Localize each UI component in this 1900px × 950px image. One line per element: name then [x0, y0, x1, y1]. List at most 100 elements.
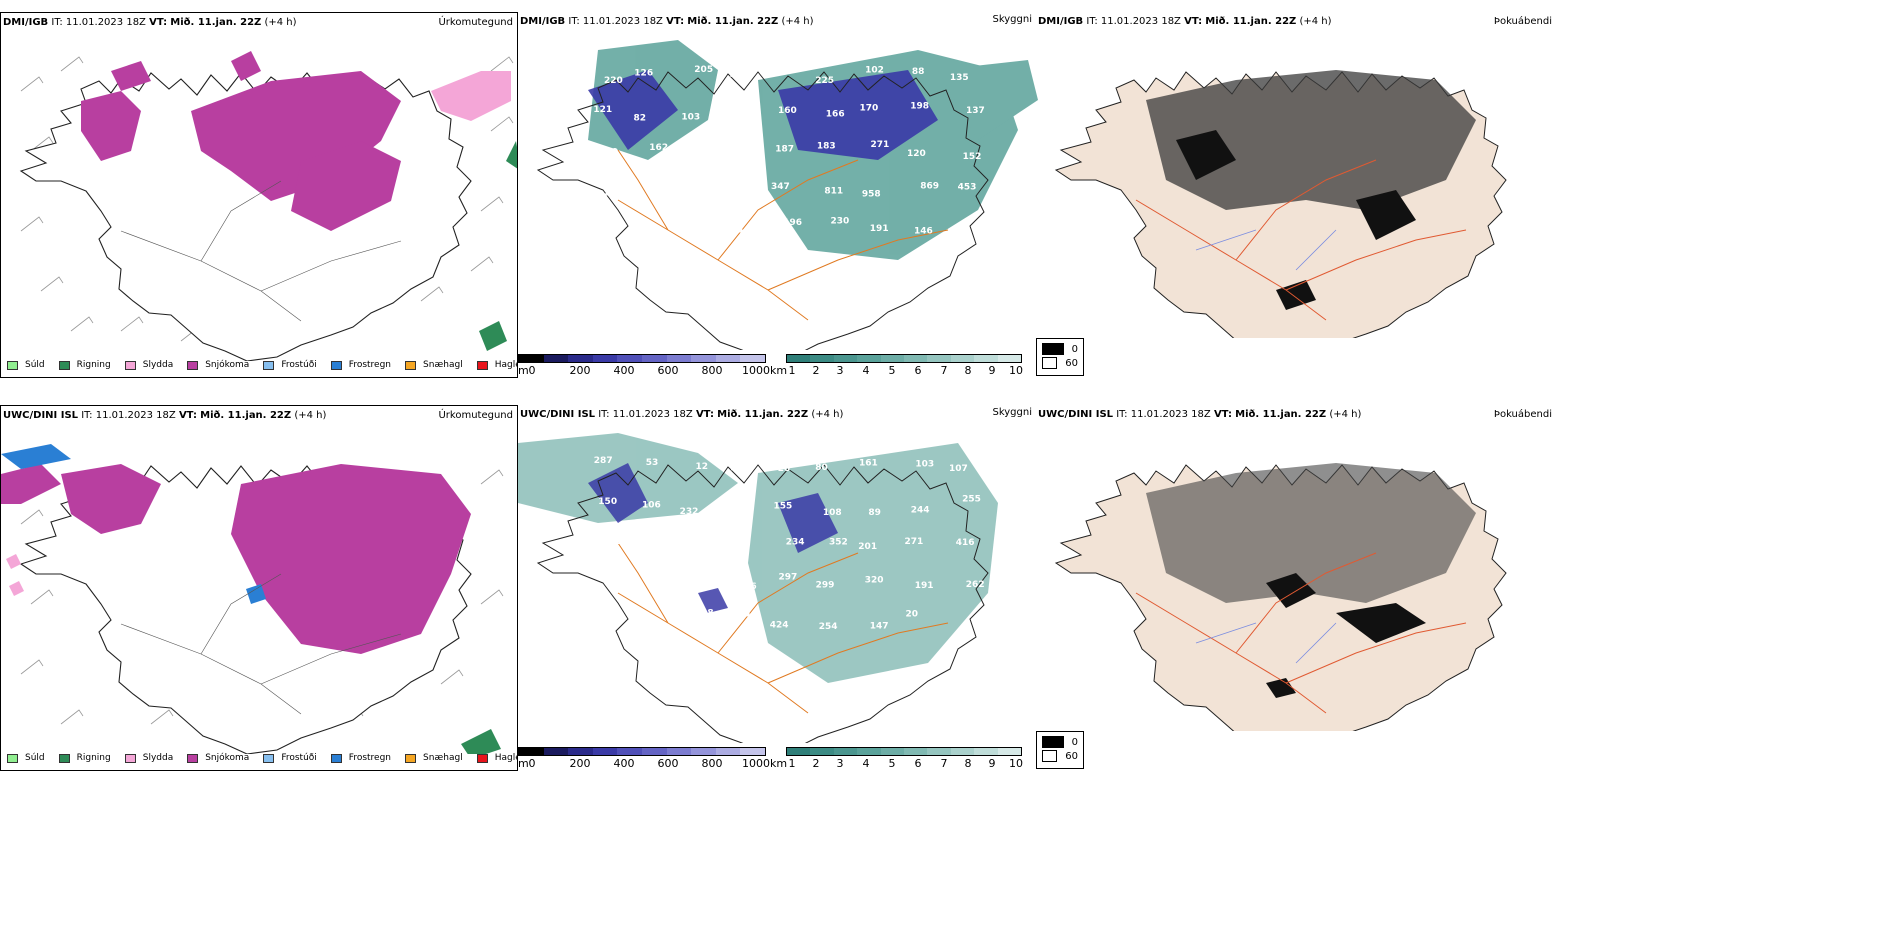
- visibility-value: 209: [599, 147, 618, 157]
- visibility-value: 222: [688, 221, 707, 231]
- visibility-value: 103: [681, 113, 700, 123]
- it-value: 11.01.2023 18Z: [582, 16, 663, 27]
- visibility-value: 198: [910, 102, 929, 112]
- it-label: IT:: [1116, 409, 1128, 420]
- visibility-value: 82: [634, 113, 647, 123]
- visibility-value: 175: [724, 225, 743, 235]
- visibility-value: 80: [815, 463, 828, 473]
- visibility-value: 180: [951, 226, 970, 236]
- vt-value: Mið. 11.jan. 22Z: [170, 17, 262, 28]
- swatch: [263, 753, 275, 763]
- visibility-value: 53: [646, 458, 659, 468]
- visibility-tick: 9: [988, 757, 996, 770]
- it-label: IT:: [598, 409, 610, 420]
- visibility-value: 147: [870, 622, 889, 632]
- visibility-unit: km: [770, 757, 788, 770]
- elevation-colorbar: m 0 200 400 600 800 1000: [518, 354, 770, 378]
- visibility-value: 230: [831, 217, 850, 227]
- visibility-tick: 9: [988, 364, 996, 377]
- road-network: [1135, 159, 1467, 321]
- legend-item-frostudi: Frostúði: [263, 360, 317, 370]
- visibility-value: 122: [731, 104, 750, 114]
- swatch: [405, 360, 417, 370]
- visibility-value: 170: [860, 103, 879, 113]
- visibility-value: 20: [906, 610, 919, 620]
- elevation-tick: 200: [569, 757, 591, 770]
- visibility-value: 166: [826, 109, 845, 119]
- visibility-value: 197: [779, 66, 798, 76]
- swatch: [1042, 750, 1058, 762]
- panel-title: Úrkomutegund: [438, 17, 513, 28]
- visibility-colorbar-cells: [786, 747, 1022, 756]
- legend-item-snaehagl: Snæhagl: [405, 360, 463, 370]
- rain-areas: [461, 729, 501, 754]
- fog-legend-top: 0 60: [1036, 338, 1084, 376]
- visibility-value: 221: [685, 145, 704, 155]
- visibility-values: 287 53 12 35 28 80 161 103 107 150 106 232 191 155 108…: [594, 456, 985, 632]
- visibility-value: 191: [915, 581, 934, 591]
- vt-label: VT:: [149, 17, 168, 28]
- legend-item-haglel: Haglél: [476, 753, 517, 763]
- swatch: [330, 753, 342, 763]
- visibility-value: 206: [604, 188, 623, 198]
- elevation-tick: 600: [657, 757, 679, 770]
- elevation-tick: 600: [657, 364, 679, 377]
- visibility-tick: 4: [862, 757, 870, 770]
- visibility-values: 220 126 205 39 197 225 102 88 135 121 82 103 122 160 1…: [589, 65, 985, 238]
- fog-map: [1055, 463, 1507, 731]
- visibility-tick: 2: [812, 364, 820, 377]
- visibility-value: 347: [603, 613, 622, 623]
- visibility-value: 196: [783, 218, 802, 228]
- swatch: [263, 360, 275, 370]
- visibility-value: 137: [966, 106, 985, 116]
- visibility-tick: 4: [862, 364, 870, 377]
- visibility-value: 256: [738, 582, 757, 592]
- visibility-value: 354: [728, 181, 747, 191]
- legend-item-haglel: Haglél: [476, 360, 517, 370]
- visibility-value: 107: [949, 464, 968, 474]
- visibility-value: 106: [642, 500, 661, 510]
- visibility-value: 869: [920, 181, 939, 191]
- visibility-value: 191: [870, 224, 889, 234]
- swatch: [58, 360, 70, 370]
- visibility-value: 35: [731, 464, 744, 474]
- snow-areas: [1, 464, 471, 654]
- visibility-value: 103: [915, 459, 934, 469]
- legend-item-slydda: Slydda: [124, 753, 173, 763]
- road-network: [617, 149, 949, 321]
- legend-item-frostregn: Frostregn: [330, 753, 391, 763]
- elevation-tick: 800: [701, 364, 723, 377]
- legend-item-frostudi: Frostúði: [263, 753, 317, 763]
- panel-header: UWC/DINI ISL IT: 11.01.2023 18Z VT: Mið.…: [520, 409, 843, 420]
- it-value: 11.01.2023 18Z: [95, 410, 176, 421]
- vt-value: Mið. 11.jan. 22Z: [717, 409, 809, 420]
- visibility-value: 271: [871, 140, 890, 150]
- lead-time: (+4 h): [1299, 16, 1332, 27]
- low-visibility-areas: [518, 433, 998, 683]
- visibility-tick: 6: [914, 364, 922, 377]
- model-name: UWC/DINI ISL: [3, 410, 79, 421]
- vt-label: VT:: [666, 16, 685, 27]
- fog-legend-bottom: 0 60: [1036, 731, 1084, 769]
- lead-time: (+4 h): [264, 17, 297, 28]
- visibility-value: 837: [640, 621, 659, 631]
- panel-header: UWC/DINI ISL IT: 11.01.2023 18Z VT: Mið.…: [1038, 409, 1361, 420]
- elevation-tick: 800: [701, 757, 723, 770]
- visibility-tick: 10: [1009, 364, 1023, 377]
- visibility-colorbar: km 1 2 3 4 5 6 7 8 9 10: [770, 747, 1026, 771]
- visibility-value: 249: [680, 538, 699, 548]
- fog-very-dense-areas: [1176, 130, 1416, 310]
- visibility-panel-bottom: UWC/DINI ISL IT: 11.01.2023 18Z VT: Mið.…: [518, 405, 1038, 771]
- fog-dense-areas: [1146, 463, 1476, 603]
- visibility-value: 352: [829, 538, 848, 548]
- visibility-value: 271: [905, 537, 924, 547]
- precip-type-map: [20, 51, 517, 361]
- legend-item-snaehagl: Snæhagl: [405, 753, 463, 763]
- visibility-value: 205: [694, 65, 713, 75]
- vt-label: VT:: [178, 410, 197, 421]
- vt-value: Mið. 11.jan. 22Z: [1235, 409, 1327, 420]
- visibility-value: 89: [868, 508, 881, 518]
- panel-title: Úrkomutegund: [438, 410, 513, 421]
- swatch: [330, 360, 342, 370]
- visibility-value: 263: [648, 582, 667, 592]
